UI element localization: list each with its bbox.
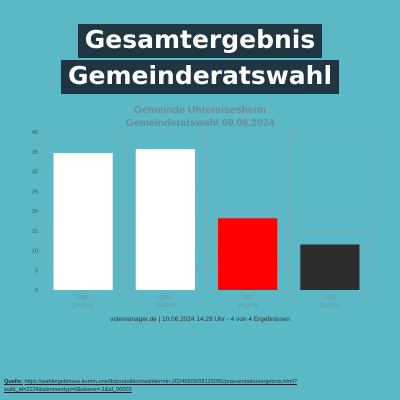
category-label: CDU: [324, 295, 336, 301]
chart-footer: votemanager.de | 10.06.2024 14:29 Uhr - …: [110, 316, 290, 323]
y-tick-label: 40: [32, 130, 38, 136]
headline-line-2: Gemeinderatswahl: [60, 60, 340, 94]
chart-plot: 0 5 10 15 20 25 30 35 40 FWV 34,69 % CDU 35,69 % SPD 1…: [32, 130, 372, 309]
source-label: Quelle:: [4, 379, 23, 385]
bar-cdu: [135, 149, 195, 290]
value-label: 34,69 %: [73, 303, 93, 309]
chart-title: Gemeinde Untereisesheim: [134, 104, 266, 116]
headline: Gesamtergebnis Gemeinderatswahl: [0, 24, 400, 94]
value-label: 35,69 %: [155, 303, 175, 309]
y-tick-label: 35: [32, 150, 38, 156]
y-tick-label: 15: [32, 229, 38, 235]
category-label: SPD: [242, 295, 253, 301]
y-tick-label: 20: [32, 209, 38, 215]
y-tick-label: 5: [35, 268, 38, 274]
y-tick-label: 25: [32, 189, 38, 195]
y-tick-label: 30: [32, 170, 38, 176]
y-tick-label: 10: [32, 249, 38, 255]
bar-spd: [218, 218, 278, 290]
chart-subtitle: Gemeinderatswahl 09.06.2024: [125, 117, 275, 129]
category-label: FWV: [77, 295, 90, 301]
y-tick-label: 0: [35, 288, 38, 294]
source-link[interactable]: https://wahlergebnisse.komm.one/lb/produ…: [4, 379, 297, 393]
bar-fwv: [53, 152, 113, 290]
value-label: 18,15 %: [238, 303, 258, 309]
value-label: 11,52 %: [320, 303, 340, 309]
headline-line-1: Gesamtergebnis: [77, 24, 323, 58]
category-label: CDU: [159, 295, 171, 301]
bar-cdu: [300, 244, 360, 290]
election-chart: Gemeinde Untereisesheim Gemeinderatswahl…: [0, 96, 400, 336]
source-note: Quelle: https://wahlergebnisse.komm.one/…: [4, 378, 396, 394]
